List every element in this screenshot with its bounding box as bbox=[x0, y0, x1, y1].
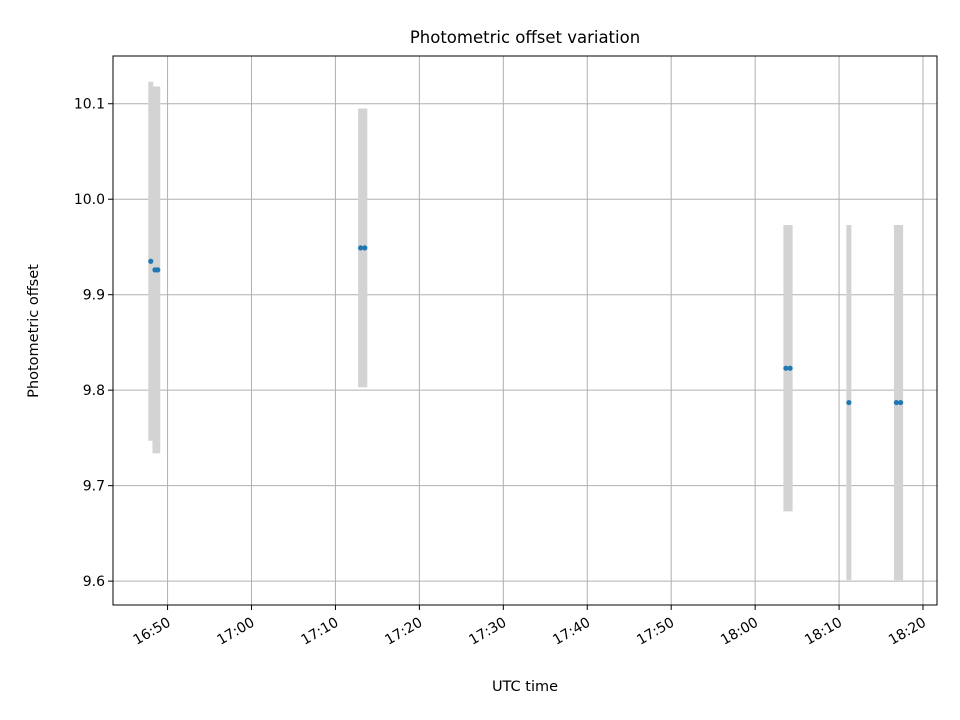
data-point bbox=[155, 267, 161, 273]
grid-lines bbox=[113, 56, 937, 605]
data-point bbox=[846, 399, 852, 406]
y-tick-label: 9.9 bbox=[83, 288, 105, 304]
data-point bbox=[898, 399, 904, 406]
data-point bbox=[148, 258, 154, 264]
plot-area bbox=[113, 56, 937, 605]
data-point bbox=[893, 399, 900, 406]
data-point bbox=[783, 365, 789, 371]
chart-title: Photometric offset variation bbox=[410, 28, 640, 47]
y-axis-label: Photometric offset bbox=[26, 264, 42, 398]
data-point bbox=[362, 245, 368, 251]
data-points bbox=[148, 245, 904, 406]
plot-frame bbox=[112, 55, 938, 606]
y-tick-label: 9.8 bbox=[83, 383, 105, 399]
x-axis-label: UTC time bbox=[492, 679, 558, 695]
data-point bbox=[358, 245, 364, 251]
y-axis: 9.6 9.7 9.8 9.9 10.0 10.1 bbox=[74, 97, 113, 590]
y-tick-label: 9.6 bbox=[83, 574, 105, 590]
data-point bbox=[787, 365, 793, 371]
y-tick-label: 10.1 bbox=[74, 97, 105, 113]
y-tick-label: 9.7 bbox=[83, 479, 105, 495]
y-tick-label: 10.0 bbox=[74, 192, 105, 208]
